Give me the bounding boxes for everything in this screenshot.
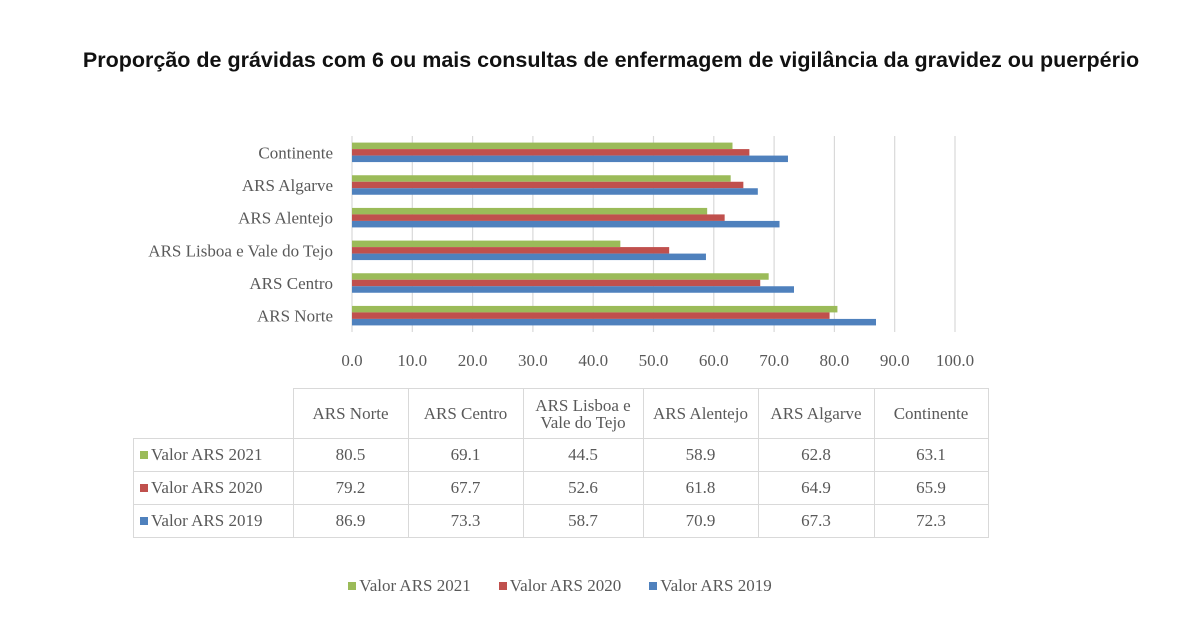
- x-tick-label: 10.0: [397, 351, 427, 370]
- table-row: Valor ARS 2021 80.5 69.1 44.5 58.9 62.8 63.1: [133, 438, 989, 472]
- category-labels: ARS Norte ARS Centro ARS Lisboa e Vale do …: [148, 143, 333, 325]
- x-tick-label: 40.0: [578, 351, 608, 370]
- series-name: Valor ARS 2020: [151, 478, 263, 497]
- legend-swatch: [140, 517, 148, 525]
- series-name: Valor ARS 2019: [151, 511, 263, 530]
- table-header: ARS Lisboa e Vale do Tejo: [522, 388, 644, 439]
- table-cell: 64.9: [757, 471, 875, 505]
- table-cell: 58.7: [522, 504, 644, 538]
- bar-valor-ars-2019: [352, 286, 794, 293]
- category-label: Continente: [258, 143, 333, 162]
- table-row-label: Valor ARS 2020: [133, 471, 294, 505]
- table-header: ARS Alentejo: [642, 388, 759, 439]
- bar-valor-ars-2021: [352, 175, 731, 182]
- table-cell: 65.9: [873, 471, 989, 505]
- table-cell: 58.9: [642, 438, 759, 472]
- x-tick-label: 70.0: [759, 351, 789, 370]
- data-table: ARS Norte ARS Centro ARS Lisboa e Vale do …: [133, 388, 989, 538]
- x-tick-label: 20.0: [458, 351, 488, 370]
- table-row-label: Valor ARS 2019: [133, 504, 294, 538]
- category-label: ARS Algarve: [242, 176, 333, 195]
- legend-swatch: [140, 484, 148, 492]
- legend: Valor ARS 2021 Valor ARS 2020 Valor ARS 20…: [0, 576, 1120, 596]
- legend-label: Valor ARS 2019: [660, 576, 772, 595]
- table-cell: 70.9: [642, 504, 759, 538]
- table-cell: 73.3: [407, 504, 524, 538]
- x-tick-label: 80.0: [820, 351, 850, 370]
- bar-valor-ars-2019: [352, 220, 780, 228]
- bar-valor-ars-2020: [352, 214, 725, 221]
- bar-valor-ars-2019: [352, 188, 758, 195]
- table-cell: 79.2: [292, 471, 409, 505]
- table-cell: 80.5: [292, 438, 409, 472]
- legend-swatch: [348, 582, 357, 590]
- legend-swatch: [498, 582, 507, 590]
- bar-valor-ars-2021: [352, 207, 708, 215]
- legend-swatch: [649, 582, 658, 590]
- table-cell: 86.9: [292, 504, 409, 538]
- x-tick-label: 60.0: [699, 351, 729, 370]
- bar-valor-ars-2019: [352, 253, 706, 261]
- chart-title: Proporção de grávidas com 6 ou mais cons…: [82, 48, 1140, 72]
- bar-chart: ARS Norte ARS Centro ARS Lisboa e Vale do …: [148, 136, 974, 370]
- table-cell: 69.1: [407, 438, 524, 472]
- legend-item: Valor ARS 2019: [649, 576, 772, 596]
- series-name: Valor ARS 2021: [151, 445, 263, 464]
- bar-valor-ars-2020: [352, 149, 750, 156]
- bar-valor-ars-2020: [352, 247, 670, 254]
- bar-valor-ars-2021: [352, 305, 838, 313]
- table-header: ARS Algarve: [757, 388, 875, 439]
- bar-valor-ars-2019: [352, 155, 788, 163]
- table-cell: 67.3: [757, 504, 875, 538]
- table-cell: 61.8: [642, 471, 759, 505]
- gridlines: [351, 136, 956, 332]
- legend-label: Valor ARS 2020: [509, 576, 622, 595]
- bar-valor-ars-2019: [352, 318, 877, 326]
- bar-valor-ars-2020: [352, 312, 830, 319]
- table-row-label: Valor ARS 2021: [133, 438, 294, 472]
- category-label: ARS Alentejo: [238, 209, 333, 228]
- table-row: Valor ARS 2019 86.9 73.3 58.7 70.9 67.3 72.3: [133, 504, 989, 538]
- category-label: ARS Lisboa e Vale do Tejo: [148, 241, 333, 260]
- x-tick-label: 100.0: [936, 351, 974, 370]
- table-cell: 52.6: [522, 471, 644, 505]
- legend-item: Valor ARS 2021: [348, 576, 471, 596]
- table-cell: 67.7: [407, 471, 524, 505]
- bar-valor-ars-2020: [352, 279, 761, 287]
- table-row: Valor ARS 2020 79.2 67.7 52.6 61.8 64.9 65.9: [133, 471, 989, 505]
- legend-swatch: [140, 451, 148, 459]
- bar-valor-ars-2021: [352, 142, 733, 150]
- legend-label: Valor ARS 2021: [359, 576, 471, 595]
- table-header: ARS Norte: [292, 388, 409, 439]
- bar-valor-ars-2020: [352, 181, 744, 189]
- category-label: ARS Centro: [249, 274, 333, 293]
- bar-valor-ars-2021: [352, 273, 769, 280]
- x-tick-label: 90.0: [880, 351, 910, 370]
- bars: [352, 142, 877, 326]
- table-cell: 63.1: [873, 438, 989, 472]
- category-label: ARS Norte: [257, 307, 333, 326]
- x-tick-label: 0.0: [341, 351, 362, 370]
- legend-item: Valor ARS 2020: [498, 576, 622, 596]
- table-cell: 72.3: [873, 504, 989, 538]
- x-tick-labels: 0.0 10.0 20.0 30.0 40.0 50.0 60.0 70.0 80.0 90.0 1…: [341, 351, 974, 370]
- x-tick-label: 50.0: [639, 351, 669, 370]
- x-tick-label: 30.0: [518, 351, 548, 370]
- table-cell: 44.5: [522, 438, 644, 472]
- table-header: Continente: [873, 388, 989, 439]
- table-cell: 62.8: [757, 438, 875, 472]
- table-header: ARS Centro: [407, 388, 524, 439]
- bar-valor-ars-2021: [352, 240, 621, 248]
- table-corner: [133, 388, 294, 439]
